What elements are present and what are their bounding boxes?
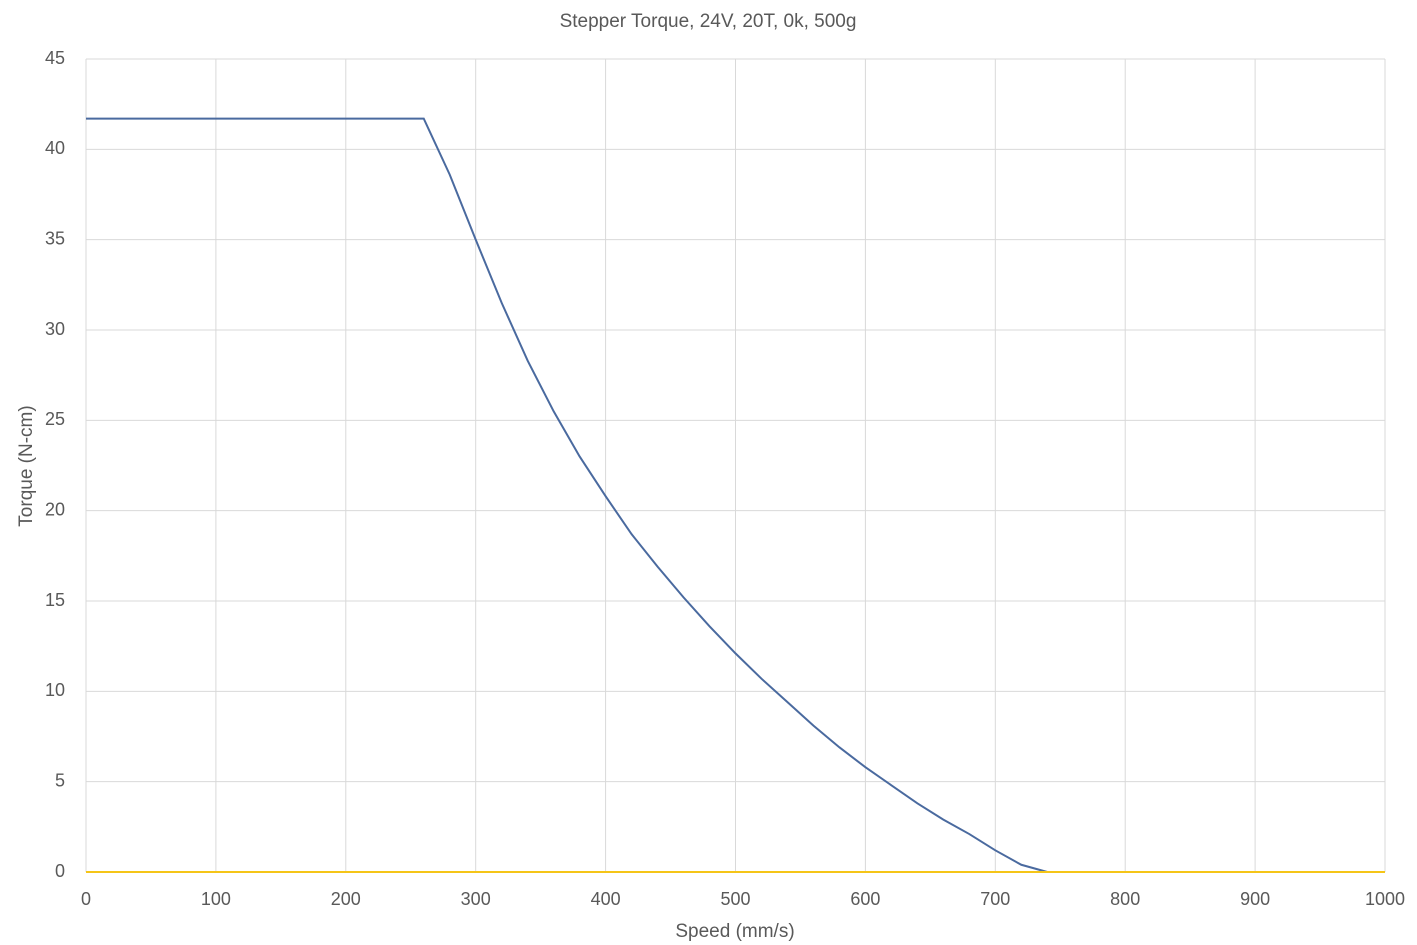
y-tick-label: 30 bbox=[45, 319, 65, 339]
x-axis-title: Speed (mm/s) bbox=[675, 921, 794, 942]
x-tick-label: 200 bbox=[331, 889, 361, 909]
y-tick-label: 15 bbox=[45, 590, 65, 610]
y-tick-label: 10 bbox=[45, 680, 65, 700]
x-tick-label: 500 bbox=[720, 889, 750, 909]
x-tick-label: 300 bbox=[461, 889, 491, 909]
x-tick-label: 0 bbox=[81, 889, 91, 909]
y-tick-label: 40 bbox=[45, 138, 65, 158]
x-tick-label: 700 bbox=[980, 889, 1010, 909]
y-tick-label: 0 bbox=[55, 861, 65, 881]
data-line bbox=[86, 117, 1048, 873]
x-tick-label: 800 bbox=[1110, 889, 1140, 909]
x-tick-label: 1000 bbox=[1365, 889, 1405, 909]
x-tick-label: 600 bbox=[850, 889, 880, 909]
y-tick-label: 5 bbox=[55, 770, 65, 790]
x-tick-label: 400 bbox=[591, 889, 621, 909]
x-tick-label: 900 bbox=[1240, 889, 1270, 909]
y-tick-label: 20 bbox=[45, 499, 65, 519]
y-tick-label: 25 bbox=[45, 409, 65, 429]
x-tick-label: 100 bbox=[201, 889, 231, 909]
y-tick-label: 45 bbox=[45, 48, 65, 68]
y-tick-label: 35 bbox=[45, 228, 65, 248]
chart-title: Stepper Torque, 24V, 20T, 0k, 500g bbox=[560, 11, 857, 32]
y-axis-title: Torque (N-cm) bbox=[16, 405, 37, 526]
